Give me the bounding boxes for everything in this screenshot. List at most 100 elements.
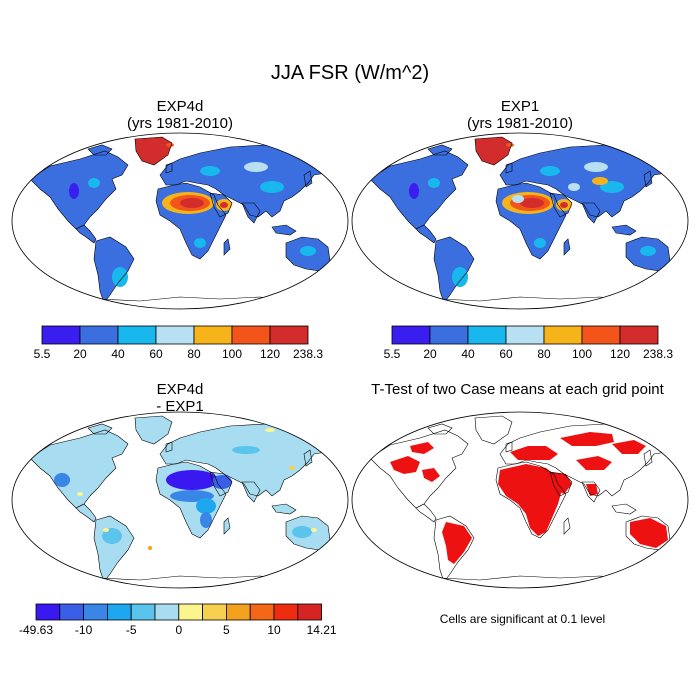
china-pos	[289, 466, 295, 470]
greenland-orange	[166, 143, 174, 147]
colorbar-box	[225, 603, 251, 621]
colorbar-label: 5	[223, 623, 230, 637]
coastline-southamerica	[433, 515, 475, 583]
colorbar-box	[505, 325, 545, 345]
coastline-india	[241, 202, 261, 224]
coastline-nz	[671, 264, 679, 280]
sahara-red	[180, 198, 204, 208]
coastline-southamerica	[433, 236, 475, 304]
siberia-lightblue	[244, 162, 268, 172]
panel-title-diff-line2: - EXP1	[156, 398, 204, 415]
africa-south-cyan	[194, 238, 206, 248]
australia-cyan	[640, 246, 656, 256]
coastline-madagascar	[563, 238, 571, 256]
panel-title-ttest: T-Test of two Case means at each grid po…	[371, 381, 664, 398]
iran-lightblue	[568, 183, 580, 191]
land-india	[242, 482, 260, 502]
colorbar-label: 40	[461, 347, 475, 361]
colorbar-box	[154, 603, 180, 621]
land-southamerica	[94, 237, 134, 303]
land-northamerica	[30, 151, 128, 229]
coastline-antarctica	[69, 296, 321, 309]
europe-cyan	[200, 166, 220, 176]
colorbar-label: 80	[537, 347, 551, 361]
coastline-india	[581, 481, 601, 503]
colorbar-box	[59, 603, 84, 621]
colorbar-label: 14.21	[307, 623, 337, 637]
coastline-uk	[505, 162, 513, 174]
sahara-neg	[166, 470, 218, 490]
asia-cyan	[600, 181, 624, 193]
map-exp4d	[11, 132, 349, 310]
coastline-greenland	[474, 415, 513, 445]
colorbar-label: 238.3	[293, 347, 323, 361]
panel-title-exp4d: EXP4d (yrs 1981-2010)	[10, 98, 350, 132]
coastline-southamerica	[93, 515, 135, 583]
coastline-eurasia	[499, 423, 673, 497]
land-eurasia	[160, 145, 332, 217]
colorbar-label: 120	[260, 347, 280, 361]
coastline-greenland	[134, 136, 173, 166]
coastline-japan	[303, 449, 313, 467]
coastline-arctic1	[87, 144, 113, 156]
significance-note: Cells are significant at 0.1 level	[439, 612, 606, 626]
colorbar-label: 80	[187, 347, 201, 361]
coastline-africa	[155, 461, 227, 539]
colorbar-label: -5	[126, 623, 137, 637]
colorbar-label: 5.5	[384, 347, 401, 361]
coastline-africa	[495, 461, 567, 539]
land-india	[242, 203, 260, 223]
coastline-centralamerica	[415, 224, 437, 244]
amazon-neg	[102, 528, 122, 544]
colorbar-box	[269, 325, 309, 345]
colorbar-box	[391, 325, 431, 345]
colorbar-exp1: 5.5 20 40 60 80 100 120 238.3	[384, 325, 673, 361]
map-border	[351, 411, 689, 589]
panel-title-exp1-line2: (yrs 1981-2010)	[467, 115, 573, 132]
coastline-nz	[671, 543, 679, 559]
canada-cyan	[428, 178, 440, 188]
australia-neg	[292, 526, 312, 538]
rockies-purple	[69, 183, 79, 199]
colorbar-box	[117, 325, 157, 345]
significant-region	[442, 522, 472, 564]
land-japan	[304, 450, 312, 466]
colorbar-label: 20	[73, 347, 87, 361]
coastline-centralamerica	[75, 503, 97, 523]
coastline-arabia	[549, 192, 573, 218]
land-northamerica	[30, 430, 128, 508]
colorbar-label: 60	[149, 347, 163, 361]
land-japan	[644, 171, 652, 187]
map-border	[351, 132, 689, 310]
colorbar-box	[581, 325, 621, 345]
colorbar-diff: -49.63 -10 -5 0 5 10 14.21	[19, 603, 337, 637]
land-centralamerica	[76, 225, 96, 243]
arabia-red	[560, 202, 568, 208]
coastline-centralamerica	[415, 503, 437, 523]
significant-region	[498, 464, 562, 536]
coastline-madagascar	[223, 238, 231, 256]
arctic-pos	[265, 428, 275, 432]
coastline-japan	[643, 170, 653, 188]
panel-title-diff: EXP4d - EXP1	[10, 381, 350, 415]
land-northamerica	[370, 151, 468, 229]
colorbar-label: 0	[175, 623, 182, 637]
colorbar-label: 20	[423, 347, 437, 361]
coastline-northamerica	[369, 429, 469, 509]
colorbar-label: 100	[572, 347, 592, 361]
land-greenland	[135, 416, 172, 444]
coastline-africa	[155, 182, 227, 260]
gobi-yellow	[592, 177, 608, 185]
coastline-indonesia	[271, 503, 297, 515]
map-border	[11, 132, 349, 310]
significant-region	[560, 432, 614, 446]
colorbar-label: -49.63	[19, 623, 53, 637]
significant-region	[586, 484, 598, 496]
colorbar-box	[429, 325, 469, 345]
significant-region	[390, 456, 420, 474]
land-japan	[304, 171, 312, 187]
land-nz	[672, 265, 678, 279]
coastline-southamerica	[93, 236, 135, 304]
asia-cyan	[260, 181, 284, 193]
australia-pos	[311, 528, 317, 532]
